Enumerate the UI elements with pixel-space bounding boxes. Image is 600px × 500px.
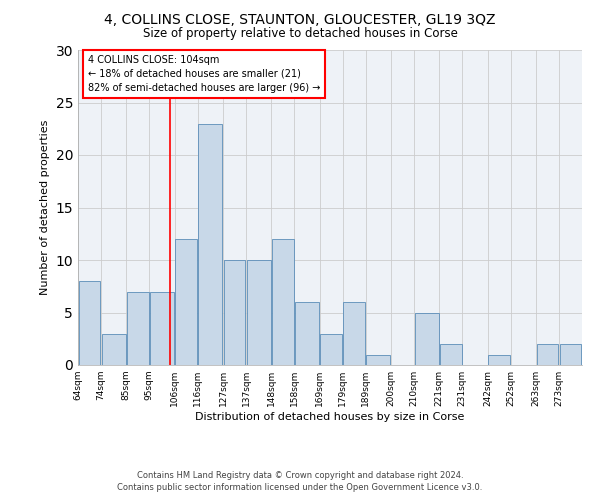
X-axis label: Distribution of detached houses by size in Corse: Distribution of detached houses by size … bbox=[196, 412, 464, 422]
Text: 4 COLLINS CLOSE: 104sqm
← 18% of detached houses are smaller (21)
82% of semi-de: 4 COLLINS CLOSE: 104sqm ← 18% of detache… bbox=[88, 54, 320, 92]
Bar bbox=[198, 124, 223, 365]
Bar bbox=[366, 354, 391, 365]
Bar bbox=[127, 292, 149, 365]
Bar bbox=[488, 354, 510, 365]
Bar bbox=[224, 260, 245, 365]
Text: Contains HM Land Registry data © Crown copyright and database right 2024.
Contai: Contains HM Land Registry data © Crown c… bbox=[118, 471, 482, 492]
Text: Size of property relative to detached houses in Corse: Size of property relative to detached ho… bbox=[143, 28, 457, 40]
Bar bbox=[247, 260, 271, 365]
Bar bbox=[343, 302, 365, 365]
Bar bbox=[101, 334, 126, 365]
Bar bbox=[272, 239, 294, 365]
Bar bbox=[560, 344, 581, 365]
Bar bbox=[320, 334, 342, 365]
Bar bbox=[415, 312, 439, 365]
Bar bbox=[295, 302, 319, 365]
Bar bbox=[150, 292, 174, 365]
Y-axis label: Number of detached properties: Number of detached properties bbox=[40, 120, 50, 295]
Bar bbox=[79, 281, 100, 365]
Bar bbox=[440, 344, 462, 365]
Text: 4, COLLINS CLOSE, STAUNTON, GLOUCESTER, GL19 3QZ: 4, COLLINS CLOSE, STAUNTON, GLOUCESTER, … bbox=[104, 12, 496, 26]
Bar bbox=[536, 344, 559, 365]
Bar bbox=[175, 239, 197, 365]
